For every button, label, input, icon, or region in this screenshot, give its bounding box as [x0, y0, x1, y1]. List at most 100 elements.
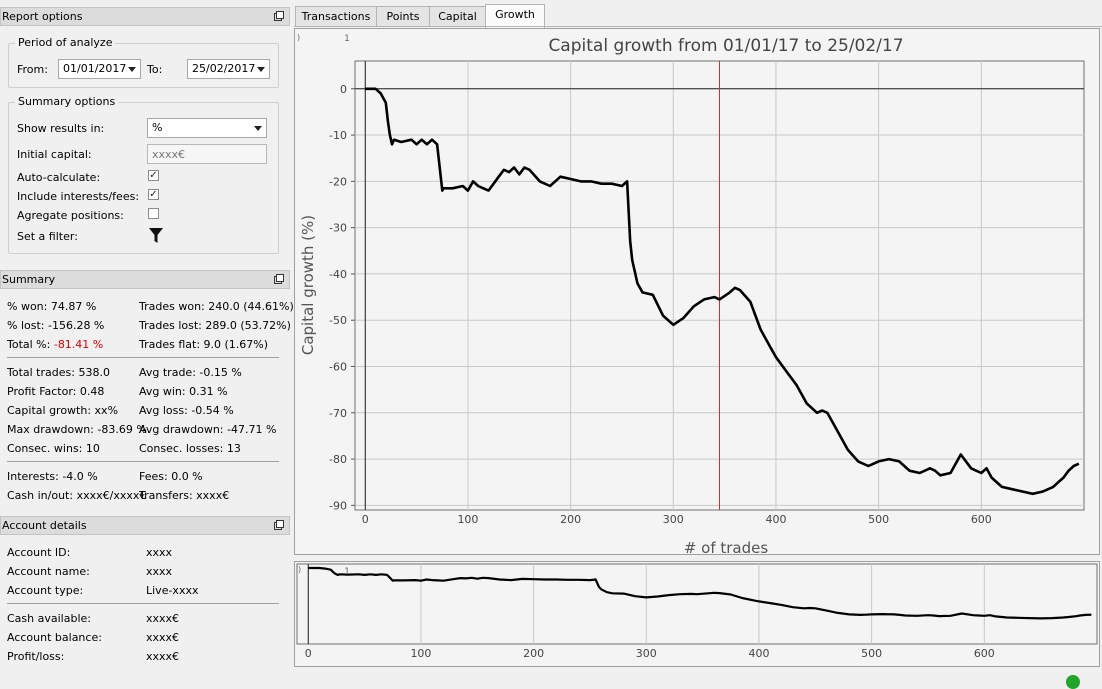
y-tick-label: -20 — [329, 175, 347, 188]
account-balance-value: xxxx€ — [146, 631, 180, 644]
total-pct-value: -81.41 % — [53, 338, 104, 351]
x-tick-label: 200 — [560, 513, 581, 526]
tab-capital[interactable]: Capital — [429, 6, 486, 27]
y-tick-label: 0 — [340, 83, 347, 96]
float-dock-icon[interactable] — [274, 520, 284, 530]
report-options-header: Report options — [0, 7, 290, 26]
y-tick-label: -90 — [329, 499, 347, 512]
account-name-value: xxxx — [146, 565, 173, 578]
total-trades-text: Total trades: 538.0 — [7, 366, 110, 379]
y-tick-label: -80 — [329, 453, 347, 466]
tab-transactions[interactable]: Transactions — [295, 6, 377, 27]
chart-title: Capital growth from 01/01/17 to 25/02/17 — [548, 36, 903, 56]
from-date-select[interactable]: 01/01/2017 — [58, 59, 141, 79]
chevron-down-icon — [257, 67, 265, 72]
x-tick-label: 400 — [748, 647, 769, 660]
capital-growth-chart[interactable]: 0 100 200 300 400 500 600 0 -10 -20 -30 -40 -50 -60 -7… — [295, 29, 1099, 557]
overview-line — [308, 566, 1092, 620]
avg-loss-text: Avg loss: -0.54 % — [139, 404, 234, 417]
summary-options-title: Summary options — [15, 95, 119, 108]
summary-header: Summary — [0, 270, 290, 289]
cash-available-value: xxxx€ — [146, 612, 180, 625]
tab-points[interactable]: Points — [376, 6, 430, 27]
x-axis-label: # of trades — [684, 539, 769, 554]
status-indicator-icon — [1066, 675, 1080, 689]
growth-tab-pane — [294, 26, 1102, 689]
consec-wins-text: Consec. wins: 10 — [7, 442, 100, 455]
separator — [7, 461, 279, 462]
report-options-title: Report options — [2, 10, 83, 23]
y-tick-label: -50 — [329, 314, 347, 327]
initial-capital-input[interactable] — [147, 144, 267, 164]
initial-capital-label: Initial capital: — [17, 148, 92, 161]
account-id-label: Account ID: — [7, 546, 71, 559]
float-dock-icon[interactable] — [274, 274, 284, 284]
set-filter-label: Set a filter: — [17, 230, 78, 243]
aggregate-positions-label: Agregate positions: — [17, 209, 124, 222]
filter-icon[interactable] — [148, 227, 164, 244]
account-name-label: Account name: — [7, 565, 90, 578]
pct-lost-text: % lost: -156.28 % — [7, 319, 105, 332]
profit-loss-value: xxxx€ — [146, 650, 180, 663]
include-fees-label: Include interests/fees: — [17, 190, 140, 203]
y-tick-label: -30 — [329, 222, 347, 235]
auto-calculate-label: Auto-calculate: — [17, 171, 101, 184]
avg-drawdown-text: Avg drawdown: -47.71 % — [139, 423, 277, 436]
auto-calculate-checkbox[interactable]: ✓ — [148, 170, 159, 181]
include-fees-checkbox[interactable]: ✓ — [148, 189, 159, 200]
period-group-title: Period of analyze — [15, 36, 116, 49]
x-tick-label: 600 — [974, 647, 995, 660]
main-chart-panel: 0 100 200 300 400 500 600 0 -10 -20 -30 -40 -50 -60 -7… — [294, 28, 1100, 557]
y-tick-label: -40 — [329, 268, 347, 281]
corner-label: ) — [297, 33, 300, 42]
trades-won-text: Trades won: 240.0 (44.61%) — [139, 300, 294, 313]
from-label: From: — [17, 63, 48, 76]
from-date-value: 01/01/2017 — [63, 62, 127, 75]
x-tick-label: 500 — [861, 647, 882, 660]
summary-options-group: Summary options — [8, 95, 279, 254]
to-date-select[interactable]: 25/02/2017 — [187, 59, 270, 79]
float-dock-icon[interactable] — [274, 11, 284, 21]
account-details-header: Account details — [0, 516, 290, 535]
y-axis-label: Capital growth (%) — [299, 215, 317, 355]
avg-win-text: Avg win: 0.31 % — [139, 385, 228, 398]
chevron-down-icon — [254, 126, 262, 131]
interests-text: Interests: -4.0 % — [7, 470, 98, 483]
profit-factor-text: Profit Factor: 0.48 — [7, 385, 105, 398]
x-tick-label: 500 — [868, 513, 889, 526]
trades-lost-text: Trades lost: 289.0 (53.72%) — [139, 319, 291, 332]
transfers-text: Transfers: xxxx€ — [139, 489, 230, 502]
total-pct-text: Total %: -81.41 % — [7, 338, 103, 351]
aggregate-positions-checkbox[interactable] — [148, 208, 159, 219]
capital-growth-text: Capital growth: xx% — [7, 404, 119, 417]
account-type-label: Account type: — [7, 584, 84, 597]
show-results-select[interactable]: % — [147, 118, 267, 138]
y-tick-label: -60 — [329, 361, 347, 374]
fees-text: Fees: 0.0 % — [139, 470, 203, 483]
show-results-label: Show results in: — [17, 122, 105, 135]
x-tick-label: 300 — [636, 647, 657, 660]
overview-chart[interactable]: 0 100 200 300 400 500 600) 1 — [295, 562, 1099, 666]
corner-label: 1 — [344, 567, 350, 577]
account-balance-label: Account balance: — [7, 631, 102, 644]
x-tick-label: 100 — [410, 647, 431, 660]
consec-losses-text: Consec. losses: 13 — [139, 442, 241, 455]
plot-area — [296, 563, 1098, 645]
chevron-down-icon — [128, 67, 136, 72]
cash-available-label: Cash available: — [7, 612, 91, 625]
to-label: To: — [147, 63, 163, 76]
tab-growth[interactable]: Growth — [485, 4, 545, 28]
total-pct-label: Total %: — [7, 338, 54, 351]
x-tick-label: 300 — [663, 513, 684, 526]
avg-trade-text: Avg trade: -0.15 % — [139, 366, 242, 379]
pct-won-text: % won: 74.87 % — [7, 300, 97, 313]
account-id-value: xxxx — [146, 546, 173, 559]
trades-flat-text: Trades flat: 9.0 (1.67%) — [139, 338, 269, 351]
summary-title: Summary — [2, 273, 56, 286]
y-tick-label: -70 — [329, 407, 347, 420]
period-group: Period of analyze — [8, 36, 279, 88]
corner-label: ) — [298, 565, 301, 574]
separator — [7, 357, 279, 358]
x-tick-label: 0 — [305, 647, 312, 660]
separator — [7, 603, 279, 604]
